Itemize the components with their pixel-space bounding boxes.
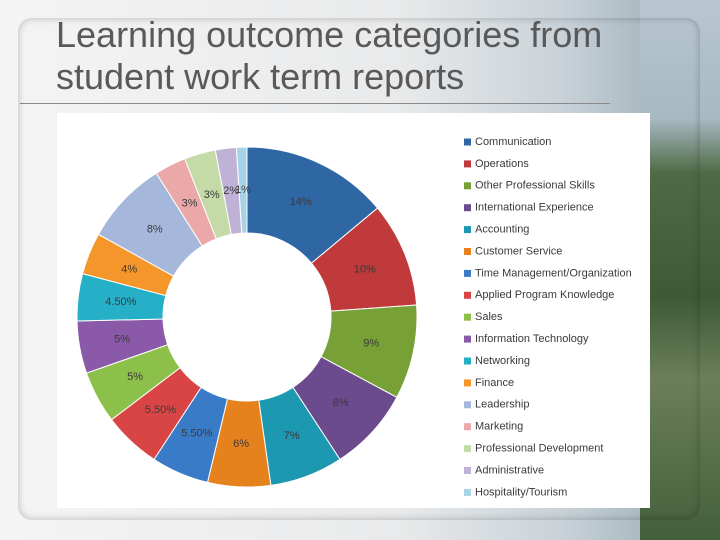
legend-label: Marketing [475, 421, 523, 433]
data-label: 5% [114, 334, 130, 346]
data-label: 3% [182, 198, 198, 210]
legend-swatch [464, 379, 471, 387]
data-label: 9% [363, 338, 379, 350]
legend-label: Networking [475, 355, 530, 367]
legend-swatch [464, 160, 471, 168]
data-label: 4% [121, 263, 137, 275]
data-label: 2% [223, 185, 239, 197]
data-label: 14% [290, 196, 312, 208]
legend-label: Sales [475, 311, 503, 323]
legend-swatch [464, 138, 471, 146]
legend-swatch [464, 401, 471, 409]
legend-swatch [464, 357, 471, 365]
legend-label: Customer Service [475, 245, 562, 257]
data-label: 3% [204, 189, 220, 201]
legend-label: Information Technology [475, 333, 589, 345]
data-label: 5.50% [181, 428, 212, 440]
legend-swatch [464, 423, 471, 431]
legend-swatch [464, 269, 471, 277]
legend-swatch [464, 226, 471, 234]
data-label: 7% [284, 430, 300, 442]
legend-label: Accounting [475, 224, 529, 236]
legend-label: Communication [475, 136, 551, 148]
data-label: 8% [147, 224, 163, 236]
data-label: 4.50% [105, 296, 136, 308]
data-label: 1% [235, 184, 251, 196]
data-label: 5.50% [145, 404, 176, 416]
background-photo [640, 0, 720, 540]
legend-swatch [464, 182, 471, 190]
legend-label: Applied Program Knowledge [475, 289, 614, 301]
legend-swatch [464, 488, 471, 496]
legend-swatch [464, 248, 471, 255]
legend-swatch [464, 291, 471, 299]
legend-label: Hospitality/Tourism [475, 486, 567, 498]
legend-label: International Experience [475, 202, 594, 214]
data-label: 6% [233, 438, 249, 450]
data-label: 5% [127, 371, 143, 383]
data-label: 8% [333, 397, 349, 409]
legend-swatch [464, 313, 471, 321]
legend-swatch [464, 335, 471, 343]
legend-label: Other Professional Skills [475, 180, 595, 192]
legend-label: Professional Development [475, 443, 603, 455]
legend-label: Finance [475, 377, 514, 389]
legend-label: Operations [475, 158, 529, 170]
legend-label: Leadership [475, 399, 529, 411]
legend-swatch [464, 445, 471, 453]
legend-swatch [464, 467, 471, 474]
slide-title: Learning outcome categories from student… [56, 14, 603, 97]
donut-segment [235, 146, 248, 234]
title-rule [20, 103, 610, 104]
legend-label: Administrative [475, 464, 544, 476]
legend-swatch [464, 204, 471, 212]
legend-label: Time Management/Organization [475, 267, 632, 279]
chart: 14% 10% 9% 8% 7% 6% 5.50% 5.50% 5% 5% 4.50% 4% 8% 3% 3… [57, 113, 650, 508]
data-label: 10% [354, 263, 376, 275]
